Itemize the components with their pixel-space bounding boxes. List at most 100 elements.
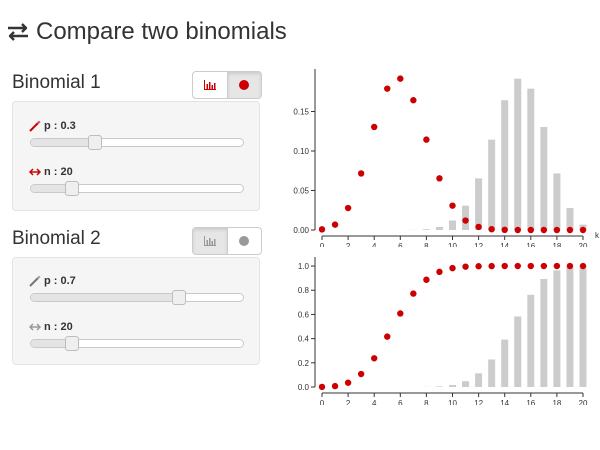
bar bbox=[553, 270, 561, 387]
binomial-2-dot-button[interactable] bbox=[226, 228, 262, 254]
binomial-1-plot-toggle bbox=[192, 71, 262, 99]
data-point bbox=[384, 333, 391, 340]
binomial-2-bar-button[interactable] bbox=[193, 228, 227, 254]
bar bbox=[449, 384, 456, 387]
x-tick-label: 18 bbox=[552, 399, 561, 405]
data-point bbox=[397, 75, 404, 82]
data-point bbox=[357, 170, 365, 177]
x-tick-label: 8 bbox=[424, 399, 429, 405]
slider-handle[interactable] bbox=[64, 336, 79, 351]
bar bbox=[540, 126, 548, 230]
dot-icon bbox=[239, 236, 250, 246]
binomial-1-bar-button[interactable] bbox=[193, 72, 227, 98]
x-tick-label: 8 bbox=[424, 242, 429, 247]
slider-handle[interactable] bbox=[172, 290, 187, 305]
binomial-1-p-text: p : 0.3 bbox=[44, 120, 76, 132]
data-point bbox=[501, 226, 508, 234]
y-tick-label: 0.00 bbox=[293, 226, 309, 235]
y-tick-label: 0.05 bbox=[293, 187, 309, 196]
data-point bbox=[553, 262, 561, 270]
binomial-2-p-slider[interactable] bbox=[30, 290, 244, 305]
bar bbox=[540, 279, 548, 387]
x-tick-label: 20 bbox=[579, 242, 588, 247]
pmf-chart: 0.00 0.05 0.10 0.15 0 2 4 6 8 10 12 14 16 18 20 k bbox=[293, 69, 600, 247]
y-tick-label: 0.2 bbox=[298, 359, 310, 368]
data-point bbox=[566, 226, 574, 234]
bar bbox=[462, 381, 470, 387]
bar bbox=[422, 229, 430, 230]
binomial-1-n-slider[interactable] bbox=[30, 181, 244, 196]
slider-fill bbox=[31, 139, 95, 146]
horizontal-arrows-icon bbox=[29, 323, 41, 331]
binomial-2-n-label: n : 20 bbox=[29, 321, 73, 333]
data-point bbox=[579, 226, 587, 234]
binomial-2-title: Binomial 2 bbox=[12, 228, 101, 249]
data-point bbox=[527, 262, 534, 270]
bar bbox=[566, 266, 574, 387]
y-tick-label: 1.0 bbox=[298, 262, 310, 271]
data-point bbox=[318, 226, 326, 233]
x-tick-label: 0 bbox=[320, 399, 325, 405]
bar bbox=[527, 294, 535, 387]
data-point bbox=[553, 226, 561, 234]
bar bbox=[514, 78, 522, 230]
slider-fill bbox=[31, 340, 72, 347]
x-tick-label: 10 bbox=[448, 399, 457, 405]
y-tick-label: 0.4 bbox=[298, 335, 310, 344]
binomial-1-dot-button[interactable] bbox=[226, 72, 261, 98]
x-tick-label: 16 bbox=[526, 242, 535, 247]
data-point bbox=[331, 382, 339, 390]
data-point bbox=[344, 204, 352, 212]
y-tick-label: 0.0 bbox=[298, 383, 310, 392]
x-tick-label: 20 bbox=[579, 399, 588, 405]
x-tick-label: 2 bbox=[346, 242, 351, 247]
slider-fill bbox=[31, 294, 180, 301]
cdf-chart: 0.0 0.2 0.4 0.6 0.8 1.0 0 2 4 6 8 10 12 14 16 18 20 bbox=[298, 257, 588, 405]
x-tick-label: 2 bbox=[346, 399, 351, 405]
binomial-2-p-label: p : 0.7 bbox=[29, 275, 76, 287]
binomial-2-p-text: p : 0.7 bbox=[44, 275, 76, 287]
bar bbox=[435, 386, 443, 387]
binomial-2-controls: p : 0.7 n : 20 bbox=[12, 257, 260, 365]
bar bbox=[527, 88, 535, 230]
binomial-1-title: Binomial 1 bbox=[12, 72, 101, 93]
data-point bbox=[566, 262, 574, 270]
data-point bbox=[579, 262, 587, 270]
data-point bbox=[344, 379, 352, 386]
data-point bbox=[488, 226, 495, 233]
bar bbox=[579, 266, 587, 387]
slider-fill bbox=[31, 185, 72, 192]
x-tick-label: 4 bbox=[372, 399, 377, 405]
slider-handle[interactable] bbox=[87, 135, 102, 150]
bar bbox=[435, 226, 443, 230]
bar-chart-icon bbox=[203, 236, 216, 246]
data-point bbox=[527, 226, 534, 234]
binomial-2-n-slider[interactable] bbox=[30, 336, 244, 351]
binomial-1-p-slider[interactable] bbox=[30, 135, 244, 150]
magic-wand-icon bbox=[29, 275, 41, 287]
page-title: Compare two binomials bbox=[6, 18, 287, 46]
bar bbox=[475, 373, 483, 387]
data-point bbox=[475, 223, 482, 231]
x-tick-label: 10 bbox=[448, 242, 457, 247]
binomial-2-plot-toggle bbox=[192, 227, 262, 255]
bar bbox=[553, 173, 561, 230]
x-tick-label: 14 bbox=[500, 399, 509, 405]
bar bbox=[488, 139, 496, 230]
x-tick-label: 14 bbox=[500, 242, 509, 247]
bar bbox=[566, 208, 574, 230]
binomial-1-controls: p : 0.3 n : 20 bbox=[12, 101, 260, 211]
data-point bbox=[318, 383, 326, 391]
data-point bbox=[501, 262, 508, 270]
binomial-1-n-text: n : 20 bbox=[44, 166, 73, 178]
data-point bbox=[436, 175, 443, 182]
binomial-1-n-label: n : 20 bbox=[29, 166, 73, 178]
y-tick-label: 0.15 bbox=[293, 108, 309, 117]
x-axis-label: k bbox=[595, 231, 600, 240]
x-tick-label: 12 bbox=[474, 399, 483, 405]
data-point bbox=[462, 217, 469, 224]
data-point bbox=[423, 276, 430, 283]
slider-handle[interactable] bbox=[64, 181, 79, 196]
data-point bbox=[410, 290, 417, 297]
